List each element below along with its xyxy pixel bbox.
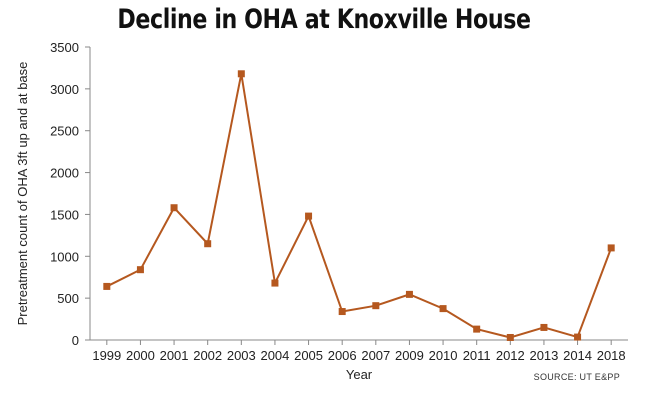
y-tick-label: 0 [72, 333, 79, 348]
x-tick-label: 2010 [429, 348, 458, 363]
data-point [506, 333, 514, 341]
y-tick-label: 2000 [50, 166, 79, 181]
x-tick-label: 2004 [260, 348, 289, 363]
x-tick-label: 2014 [563, 348, 592, 363]
data-point [103, 282, 111, 290]
x-tick-label: 2011 [463, 348, 491, 363]
x-tick-label: 2001 [160, 348, 189, 363]
data-point [204, 240, 212, 248]
data-point [271, 279, 279, 287]
y-tick-label: 1500 [50, 207, 79, 222]
x-tick-label: 2013 [529, 348, 558, 363]
y-tick-label: 1000 [50, 249, 79, 264]
data-point [473, 325, 481, 333]
x-tick-label: 2018 [597, 348, 626, 363]
x-tick-label: 2002 [193, 348, 222, 363]
y-tick-label: 2500 [50, 124, 79, 139]
data-point [237, 70, 245, 78]
data-point [607, 244, 615, 252]
x-tick-label: 2005 [294, 348, 323, 363]
data-point [136, 266, 144, 274]
chart-title: Decline in OHA at Knoxville House [117, 4, 531, 35]
data-point [170, 204, 178, 212]
x-tick-label: 2006 [328, 348, 357, 363]
x-tick-label: 2000 [126, 348, 155, 363]
data-point [372, 302, 380, 310]
x-tick-label: 1999 [92, 348, 121, 363]
y-axis-label: Pretreatment count of OHA 3ft up and at … [15, 62, 30, 326]
data-point [405, 290, 413, 298]
data-point [574, 333, 582, 341]
x-axis-label: Year [346, 367, 373, 382]
source-note: SOURCE: UT E&PP [533, 372, 620, 382]
data-point [540, 323, 548, 331]
data-point [338, 308, 346, 316]
data-point [439, 305, 447, 313]
series-line [106, 73, 613, 339]
x-tick-label: 2012 [496, 348, 525, 363]
x-tick-label: 2003 [227, 348, 256, 363]
y-tick-label: 3500 [50, 40, 79, 55]
y-tick-label: 3000 [50, 82, 79, 97]
y-tick-label: 500 [57, 291, 79, 306]
x-tick-label: 2009 [395, 348, 424, 363]
x-tick-label: 2007 [361, 348, 390, 363]
data-point [305, 212, 313, 220]
